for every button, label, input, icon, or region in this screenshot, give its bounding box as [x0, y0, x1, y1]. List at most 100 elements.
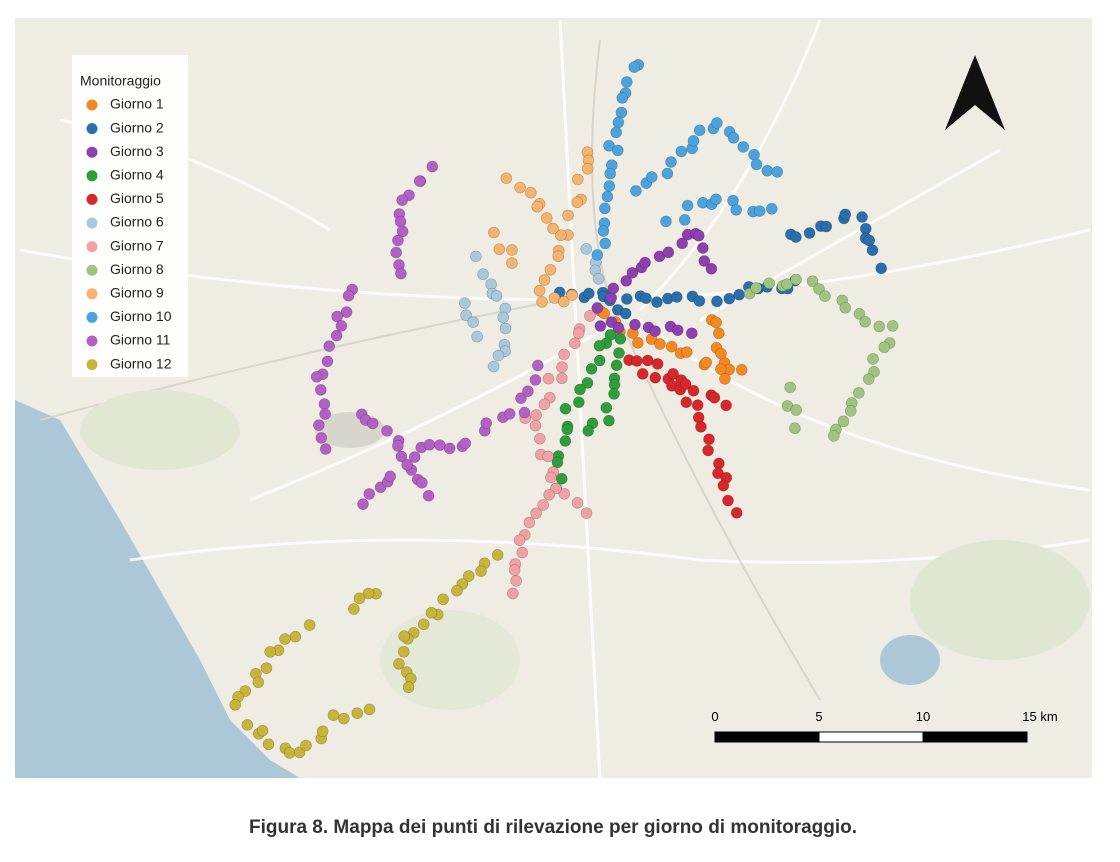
- survey-point: [538, 398, 551, 411]
- legend-swatch: [86, 359, 98, 371]
- survey-point: [862, 373, 875, 385]
- scale-label: 10: [916, 709, 930, 724]
- survey-point: [620, 76, 633, 88]
- survey-point: [705, 262, 718, 275]
- survey-point: [703, 433, 715, 446]
- survey-point: [533, 284, 546, 297]
- survey-point: [540, 212, 553, 224]
- legend-label: Giorno 6: [110, 214, 164, 230]
- survey-point: [571, 173, 584, 186]
- survey-point: [507, 587, 519, 600]
- survey-point: [645, 171, 658, 183]
- survey-point: [844, 405, 857, 417]
- survey-point: [562, 209, 574, 222]
- survey-point: [626, 266, 639, 279]
- survey-point: [719, 373, 731, 385]
- survey-point: [506, 244, 518, 256]
- survey-point: [667, 368, 679, 380]
- legend-label: Giorno 11: [110, 332, 171, 348]
- survey-point: [828, 430, 840, 442]
- survey-point: [571, 497, 584, 509]
- scale-label: 0: [711, 709, 718, 724]
- survey-point: [710, 193, 722, 206]
- survey-point: [620, 275, 633, 287]
- survey-point: [315, 384, 327, 396]
- survey-point: [252, 676, 265, 689]
- survey-point: [552, 250, 565, 262]
- survey-point: [806, 275, 819, 288]
- survey-point: [426, 160, 439, 173]
- survey-point: [573, 396, 585, 409]
- survey-point: [408, 451, 421, 463]
- survey-point: [654, 338, 666, 350]
- survey-point: [283, 747, 296, 759]
- survey-point: [470, 250, 482, 263]
- survey-point: [260, 662, 273, 674]
- survey-point: [594, 320, 607, 332]
- survey-point: [771, 166, 784, 178]
- survey-point: [610, 126, 622, 139]
- survey-point: [487, 360, 500, 373]
- survey-point: [417, 618, 430, 631]
- scale-label: 15 km: [1022, 709, 1057, 724]
- survey-point: [612, 116, 625, 129]
- survey-point: [790, 404, 803, 416]
- survey-point: [335, 320, 348, 332]
- survey-point: [839, 301, 852, 314]
- survey-point: [662, 246, 675, 259]
- survey-point: [584, 310, 596, 322]
- survey-point: [462, 570, 475, 582]
- survey-point: [499, 322, 512, 335]
- survey-point: [600, 401, 613, 414]
- survey-point: [867, 353, 879, 365]
- survey-point: [555, 472, 568, 485]
- survey-point: [593, 354, 606, 367]
- survey-point: [510, 575, 522, 587]
- survey-point: [708, 391, 721, 404]
- survey-point: [531, 200, 544, 213]
- survey-point: [534, 432, 546, 445]
- survey-point: [651, 296, 663, 308]
- survey-point: [680, 346, 693, 358]
- survey-point: [514, 181, 526, 194]
- survey-point: [727, 132, 740, 144]
- survey-point: [316, 725, 329, 738]
- survey-point: [803, 227, 816, 239]
- survey-point: [318, 398, 331, 410]
- survey-point: [605, 292, 618, 304]
- legend-label: Giorno 9: [110, 285, 164, 301]
- survey-point: [813, 283, 825, 295]
- survey-point: [547, 222, 559, 235]
- survey-point: [693, 124, 706, 137]
- area: [910, 540, 1090, 660]
- survey-point: [580, 507, 593, 519]
- survey-point: [525, 186, 537, 199]
- survey-point: [714, 363, 727, 376]
- survey-point: [338, 712, 350, 725]
- survey-point: [437, 593, 449, 606]
- survey-point: [313, 419, 325, 431]
- survey-point: [460, 309, 472, 322]
- survey-point: [581, 162, 594, 175]
- survey-point: [500, 172, 513, 185]
- survey-point: [599, 202, 611, 215]
- legend-label: Giorno 10: [110, 308, 172, 324]
- survey-point: [480, 417, 493, 429]
- survey-point: [363, 488, 376, 500]
- survey-point: [711, 295, 723, 308]
- survey-point: [790, 273, 802, 286]
- survey-point: [582, 425, 594, 437]
- survey-point: [392, 440, 404, 452]
- survey-point: [396, 194, 408, 206]
- survey-point: [262, 738, 275, 751]
- survey-point: [748, 148, 760, 161]
- legend-swatch: [86, 311, 98, 323]
- survey-point: [700, 356, 713, 369]
- survey-point: [542, 450, 554, 463]
- legend-label: Giorno 8: [110, 261, 164, 277]
- survey-point: [781, 278, 793, 291]
- survey-point: [342, 289, 355, 302]
- survey-point: [671, 291, 683, 303]
